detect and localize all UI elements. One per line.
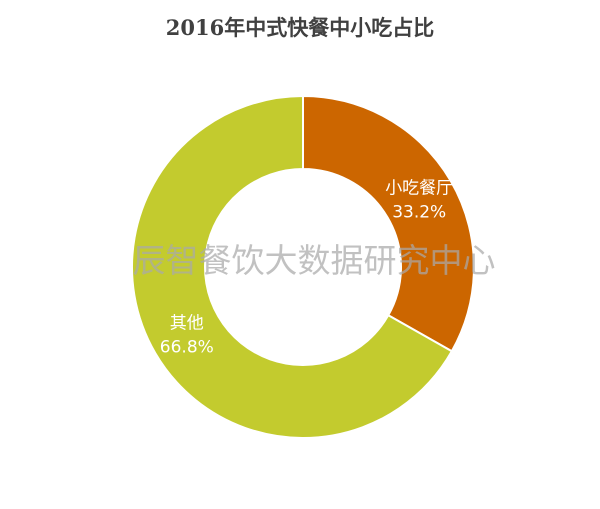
chart-title: 2016年中式快餐中小吃占比 xyxy=(165,15,435,40)
slice-0 xyxy=(302,94,475,353)
watermark-text: 辰智餐饮大数据研究中心 xyxy=(133,241,496,280)
slices-group xyxy=(131,94,475,439)
slice-1 xyxy=(131,94,454,439)
slice-labels-group: 小吃餐厅 33.2% 其他 66.8% xyxy=(160,178,453,357)
slice-1-value-label: 66.8% xyxy=(160,338,214,358)
slice-1-label: 其他 xyxy=(170,314,204,334)
slice-0-label: 小吃餐厅 xyxy=(385,178,453,198)
slice-0-value-label: 33.2% xyxy=(392,202,446,222)
